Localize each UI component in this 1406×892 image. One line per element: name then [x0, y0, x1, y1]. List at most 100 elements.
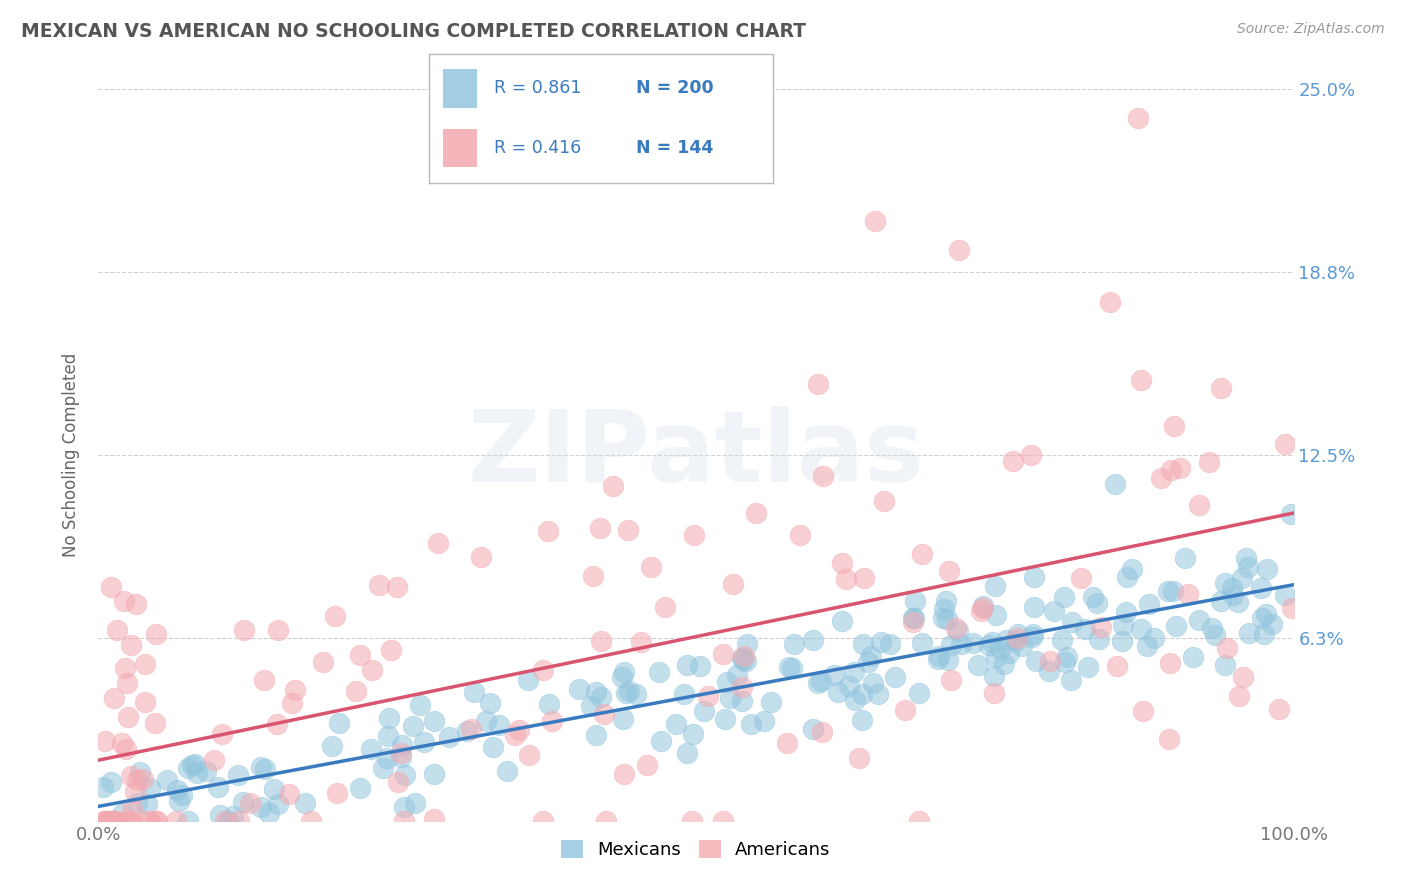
Point: [1083, 590, 1105, 604]
Point: [263, 781, 285, 796]
Point: [856, 655, 879, 669]
Point: [100, 580, 122, 594]
Point: [1059, 673, 1081, 687]
Point: [1085, 596, 1108, 610]
Point: [789, 528, 811, 542]
Point: [1150, 471, 1173, 485]
Point: [1188, 613, 1211, 627]
Point: [616, 523, 638, 537]
Point: [1209, 593, 1232, 607]
Point: [962, 636, 984, 650]
Point: [1237, 560, 1260, 574]
Point: [231, 795, 253, 809]
Point: [1198, 455, 1220, 469]
Point: [932, 610, 955, 624]
Point: [380, 642, 402, 657]
Point: [488, 718, 510, 732]
Point: [253, 673, 276, 687]
Point: [1181, 650, 1204, 665]
Point: [166, 783, 188, 797]
Point: [186, 766, 208, 780]
Point: [640, 560, 662, 574]
Point: [1250, 611, 1272, 625]
Point: [377, 729, 399, 743]
Y-axis label: No Schooling Completed: No Schooling Completed: [62, 353, 80, 557]
Point: [519, 748, 541, 763]
Point: [731, 694, 754, 708]
Point: [810, 724, 832, 739]
Point: [101, 814, 124, 828]
Point: [721, 577, 744, 591]
Point: [367, 578, 389, 592]
Point: [121, 802, 143, 816]
Point: [389, 749, 412, 764]
Point: [1136, 640, 1159, 654]
Point: [665, 717, 688, 731]
Point: [904, 593, 927, 607]
Point: [1022, 626, 1045, 640]
Point: [1227, 690, 1250, 704]
Point: [948, 243, 970, 257]
Point: [1274, 588, 1296, 602]
Point: [294, 796, 316, 810]
Point: [693, 705, 716, 719]
Point: [478, 696, 501, 710]
Point: [932, 602, 955, 616]
Point: [463, 685, 485, 699]
Point: [591, 690, 613, 704]
Point: [394, 768, 416, 782]
Point: [1213, 575, 1236, 590]
Point: [648, 665, 671, 679]
Point: [409, 698, 432, 712]
Point: [939, 638, 962, 652]
Point: [423, 714, 446, 728]
Point: [827, 685, 849, 699]
Point: [172, 789, 194, 803]
Point: [391, 747, 413, 761]
Point: [983, 686, 1005, 700]
Point: [903, 611, 925, 625]
Point: [851, 714, 873, 728]
Point: [250, 799, 273, 814]
Point: [321, 739, 343, 754]
Point: [94, 814, 117, 828]
Point: [100, 775, 122, 789]
Point: [250, 760, 273, 774]
Point: [984, 579, 1007, 593]
Point: [98, 814, 121, 828]
Point: [134, 695, 156, 709]
Point: [1024, 570, 1046, 584]
Point: [1232, 571, 1254, 585]
Point: [1209, 381, 1232, 395]
Point: [946, 624, 969, 638]
Point: [103, 814, 125, 828]
Point: [868, 687, 890, 701]
Point: [579, 698, 602, 713]
Point: [682, 727, 704, 741]
Point: [650, 733, 672, 747]
Point: [284, 683, 307, 698]
Text: Source: ZipAtlas.com: Source: ZipAtlas.com: [1237, 22, 1385, 37]
Point: [759, 695, 782, 709]
Point: [228, 814, 250, 828]
Point: [844, 665, 866, 680]
Point: [165, 814, 187, 828]
Point: [232, 624, 254, 638]
Point: [1105, 659, 1128, 673]
Point: [531, 814, 554, 828]
Point: [783, 637, 806, 651]
Point: [124, 784, 146, 798]
Point: [725, 667, 748, 681]
Point: [993, 657, 1015, 671]
Point: [689, 658, 711, 673]
Point: [718, 691, 741, 706]
Point: [1261, 616, 1284, 631]
Point: [637, 758, 659, 772]
Point: [267, 624, 290, 638]
Point: [456, 723, 478, 738]
Point: [994, 632, 1017, 647]
Point: [801, 632, 824, 647]
Point: [503, 728, 526, 742]
Point: [983, 669, 1005, 683]
Point: [120, 769, 142, 783]
